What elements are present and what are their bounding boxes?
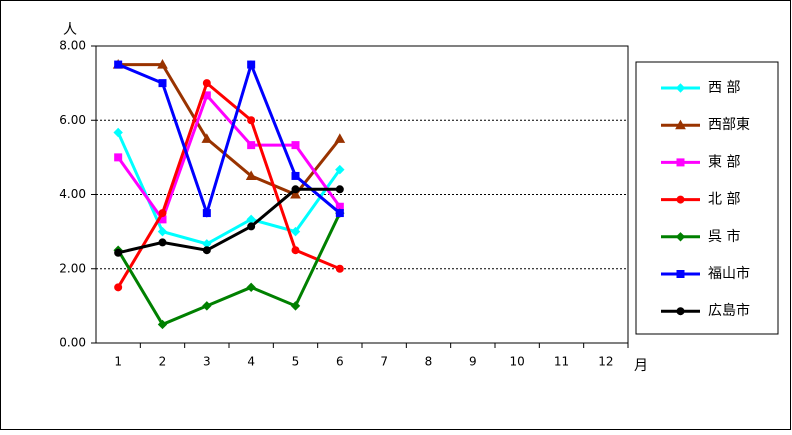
legend-marker [676,307,685,316]
legend-marker [676,270,685,278]
point [245,170,257,180]
point [247,222,256,231]
point [114,60,123,69]
point [158,238,167,247]
y-axis-label: 人 [63,22,77,38]
y-tick-label: 6.00 [59,113,86,127]
point [246,282,256,293]
series-line [117,59,341,218]
x-tick-label: 1 [114,355,122,369]
point [291,185,300,194]
legend-label: 東 部 [708,154,740,170]
legend-marker [675,232,686,242]
x-axis-label: 月 [634,358,648,374]
point [335,164,345,175]
point [157,319,168,330]
point [114,153,123,162]
point [290,301,301,311]
point [114,248,123,257]
x-tick-label: 9 [469,355,477,369]
point [202,246,211,255]
y-tick-label: 8.00 [59,39,86,53]
point [290,188,301,199]
legend-marker [676,158,685,167]
legend-label: 西部東 [708,117,750,133]
x-tick-label: 7 [380,355,388,369]
y-tick-label: 4.00 [59,187,86,201]
point [202,301,212,311]
x-tick-label: 6 [336,355,344,369]
series-line [116,131,342,246]
x-tick-label: 10 [510,355,525,369]
point [335,185,344,194]
point [247,116,256,125]
point [158,79,167,88]
series-line [116,80,341,289]
series-line [116,92,342,223]
point [113,127,123,138]
point [247,141,256,150]
legend-label: 西 部 [708,80,740,96]
legend-marker [675,119,686,130]
y-tick-label: 2.00 [59,261,86,275]
x-tick-label: 5 [292,355,300,369]
x-tick-label: 3 [203,355,211,369]
y-tick-label: 0.00 [59,336,86,350]
legend-label: 福山市 [708,265,750,282]
x-tick-label: 2 [159,355,167,369]
x-tick-label: 8 [425,355,433,369]
point [202,79,211,88]
point [335,209,344,218]
point [201,133,213,143]
point [247,60,256,69]
point [114,283,123,292]
point [157,59,168,69]
series-line [117,187,340,255]
legend-marker [675,83,686,93]
point [158,209,167,218]
point [291,141,300,150]
x-tick-label: 12 [598,355,613,369]
legend-label: 呉 市 [708,228,740,245]
legend-label: 広島市 [708,302,750,319]
series-line [116,212,342,327]
point [291,246,300,255]
x-tick-label: 4 [247,355,255,369]
point [334,133,346,143]
x-tick-label: 11 [554,355,569,369]
point [202,209,211,218]
point [157,226,168,237]
series-line [118,63,342,197]
point [290,226,301,237]
legend-label: 北 部 [708,192,740,208]
point [291,171,300,180]
legend-box [635,61,779,335]
point [335,264,344,273]
legend-marker [676,195,685,204]
